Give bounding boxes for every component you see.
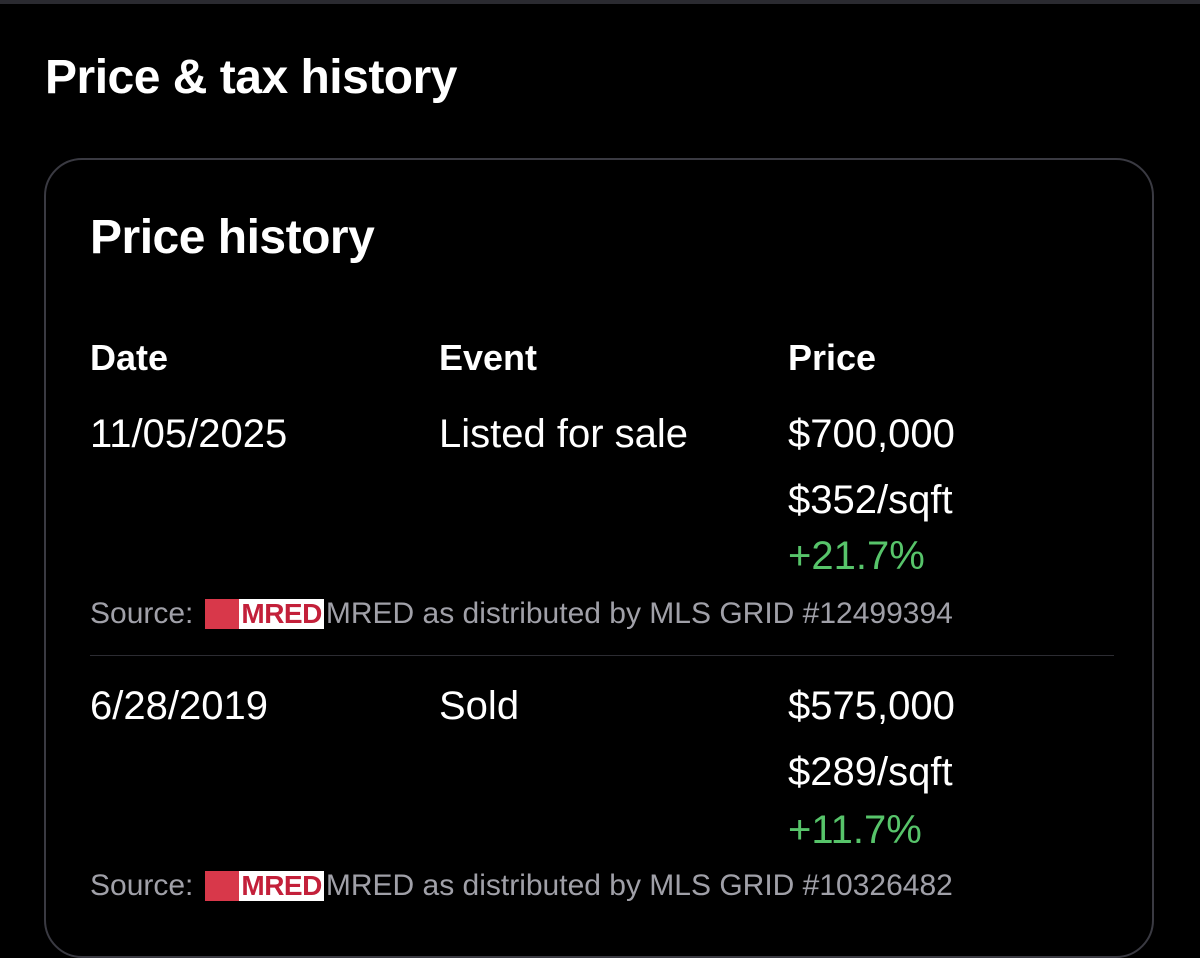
mred-logo-mark <box>205 599 240 629</box>
mred-logo: MRED <box>205 598 324 629</box>
row-event: Listed for sale <box>439 412 689 456</box>
card-title: Price history <box>90 211 375 264</box>
section-title: Price & tax history <box>45 51 458 104</box>
column-header-event: Event <box>439 337 538 378</box>
top-edge-divider <box>0 0 1200 4</box>
row-source: Source: MRED MRED as distributed by MLS … <box>90 868 953 904</box>
row-date: 6/28/2019 <box>90 684 268 728</box>
source-label: Source: <box>90 869 194 902</box>
source-label: Source: <box>90 597 194 630</box>
mred-logo-mark <box>205 871 240 901</box>
row-price-per-sqft: $352/sqft <box>788 478 953 522</box>
column-header-date: Date <box>90 337 169 378</box>
row-price-per-sqft: $289/sqft <box>788 750 953 794</box>
column-header-price: Price <box>788 337 877 378</box>
row-price-change: +11.7% <box>788 808 922 852</box>
row-event: Sold <box>439 684 520 728</box>
mred-logo: MRED <box>205 870 324 901</box>
row-price-change: +21.7% <box>788 534 925 578</box>
source-text: MRED as distributed by MLS GRID #1249939… <box>325 597 953 630</box>
row-divider <box>90 655 1114 656</box>
mred-logo-text: MRED <box>241 598 322 629</box>
source-text: MRED as distributed by MLS GRID #1032648… <box>325 869 953 902</box>
row-price: $575,000 <box>788 684 955 728</box>
row-source: Source: MRED MRED as distributed by MLS … <box>90 596 953 632</box>
price-history-card: Price history Date Event Price 11/05/202… <box>44 158 1154 958</box>
mred-logo-text: MRED <box>241 870 322 901</box>
row-price: $700,000 <box>788 412 955 456</box>
row-date: 11/05/2025 <box>90 412 288 456</box>
